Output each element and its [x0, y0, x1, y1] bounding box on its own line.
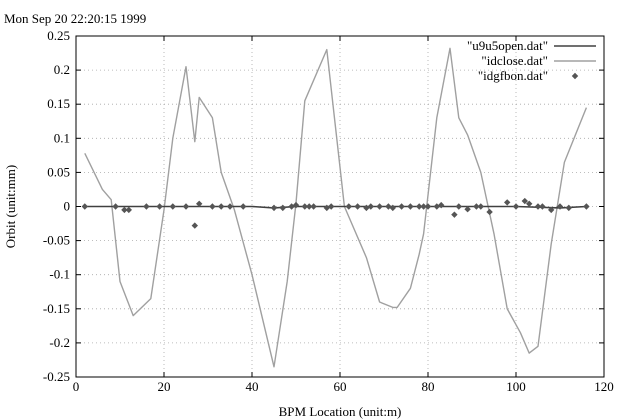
data-point	[182, 203, 190, 210]
x-tick-label: 120	[594, 379, 614, 394]
data-point	[464, 206, 471, 213]
data-point	[504, 199, 511, 206]
y-tick-label: 0.15	[47, 96, 70, 111]
timestamp: Mon Sep 20 22:20:15 1999	[4, 11, 147, 26]
data-point	[486, 208, 493, 216]
data-point	[121, 206, 128, 214]
data-point	[433, 203, 440, 210]
y-axis-ticks: -0.25 -0.2 -0.15 -0.1 -0.05 0 0.05 0.1 0.15 0.2 0.…	[43, 28, 604, 384]
y-axis-label: Orbit (unit:mm)	[3, 165, 18, 248]
legend-label: "idgfbon.dat"	[478, 68, 548, 83]
data-point	[438, 201, 445, 209]
data-point	[354, 203, 361, 210]
data-point	[424, 203, 432, 210]
y-tick-label: 0.05	[47, 164, 70, 179]
data-point	[565, 204, 572, 212]
data-point	[328, 203, 335, 210]
data-point	[345, 203, 352, 210]
data-point	[512, 203, 520, 210]
data-point	[548, 206, 555, 214]
data-point	[398, 203, 405, 210]
y-tick-label: -0.25	[43, 369, 70, 384]
data-point	[534, 203, 542, 210]
data-point	[112, 203, 119, 210]
series-layer	[81, 47, 590, 368]
x-tick-label: 20	[158, 379, 171, 394]
data-point	[477, 203, 484, 210]
data-point	[451, 211, 458, 218]
data-point	[81, 203, 88, 210]
data-point	[420, 203, 427, 210]
x-tick-label: 80	[422, 379, 435, 394]
data-point	[539, 203, 546, 210]
y-tick-label: 0	[64, 199, 71, 214]
y-tick-label: 0.1	[54, 130, 70, 145]
data-point	[270, 204, 278, 212]
data-point	[583, 203, 590, 210]
data-point	[306, 203, 313, 210]
x-axis-label: BPM Location (unit:m)	[279, 404, 402, 419]
y-tick-label: -0.15	[43, 301, 70, 316]
plot-frame	[75, 35, 605, 378]
data-point	[367, 203, 374, 210]
data-point	[218, 203, 225, 210]
data-point	[169, 203, 176, 210]
y-tick-label: -0.1	[49, 267, 70, 282]
x-tick-label: 60	[334, 379, 347, 394]
data-point	[226, 203, 234, 210]
legend-label: "idclose.dat"	[481, 53, 548, 68]
data-point	[209, 203, 216, 210]
data-point	[556, 203, 564, 210]
x-axis-ticks: 0 20 40 60 80 100 120	[73, 36, 614, 394]
data-point	[279, 204, 286, 212]
legend: "u9u5open.dat""idclose.dat""idgfbon.dat"	[467, 38, 596, 83]
data-point	[416, 203, 423, 210]
x-tick-label: 40	[246, 379, 259, 394]
legend-swatch	[571, 72, 579, 80]
data-point	[310, 203, 317, 210]
y-tick-label: -0.05	[43, 233, 70, 248]
grid-lines	[76, 36, 604, 377]
data-point	[292, 201, 300, 209]
data-point	[526, 200, 533, 207]
data-point	[125, 206, 132, 214]
data-point	[196, 200, 203, 207]
data-point	[521, 197, 528, 205]
data-point	[407, 203, 414, 210]
data-point	[191, 222, 198, 229]
data-point	[473, 203, 480, 210]
x-tick-label: 0	[73, 379, 80, 394]
y-tick-label: 0.25	[47, 28, 70, 43]
data-point	[455, 203, 462, 210]
data-point	[156, 203, 163, 210]
data-point	[240, 203, 247, 210]
data-point	[385, 203, 392, 210]
data-point	[301, 203, 308, 210]
data-point	[143, 203, 150, 210]
x-tick-label: 100	[506, 379, 526, 394]
legend-label: "u9u5open.dat"	[467, 38, 548, 53]
data-point	[389, 204, 396, 212]
y-tick-label: 0.2	[54, 62, 70, 77]
y-tick-label: -0.2	[49, 335, 70, 350]
data-point	[376, 203, 383, 210]
